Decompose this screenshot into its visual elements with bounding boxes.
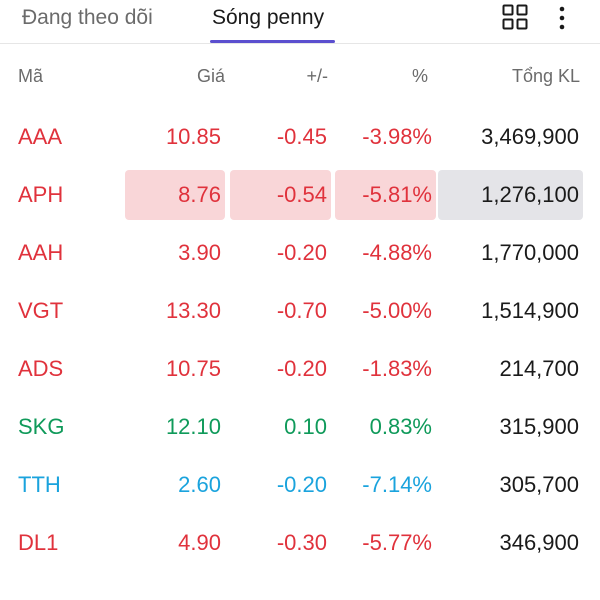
stock-price: 12.10	[165, 414, 221, 439]
table-row[interactable]: SKG 12.10 0.10 0.83% 315,900	[0, 402, 600, 460]
stock-symbol: TTH	[18, 472, 61, 497]
top-tab-bar: Đang theo dõi Sóng penny	[0, 0, 600, 44]
stock-symbol: APH	[18, 182, 64, 207]
stock-change: -0.20	[276, 356, 327, 381]
column-header-change[interactable]: +/-	[306, 66, 328, 86]
stock-symbol: SKG	[18, 414, 65, 439]
table-row[interactable]: VGT 13.30 -0.70 -5.00% 1,514,900	[0, 286, 600, 344]
stock-volume: 315,900	[499, 414, 579, 439]
stock-list: AAA 10.85 -0.45 -3.98% 3,469,900 APH 8.7…	[0, 112, 600, 576]
stock-change: -0.30	[276, 530, 327, 555]
tab-watchlist[interactable]: Đang theo dõi	[22, 6, 153, 29]
column-header-symbol[interactable]: Mã	[18, 66, 44, 86]
grid-view-icon[interactable]	[502, 4, 528, 30]
stock-volume: 3,469,900	[481, 124, 579, 149]
column-header-volume[interactable]: Tổng KL	[511, 66, 580, 86]
stock-price: 13.30	[165, 298, 221, 323]
stock-volume: 1,514,900	[481, 298, 579, 323]
stock-volume: 305,700	[499, 472, 579, 497]
table-row[interactable]: ADS 10.75 -0.20 -1.83% 214,700	[0, 344, 600, 402]
stock-price: 10.75	[165, 356, 221, 381]
table-row[interactable]: APH 8.76 -0.54 -5.81% 1,276,100	[0, 170, 600, 228]
stock-change: -0.20	[276, 240, 327, 265]
stock-price: 2.60	[178, 472, 221, 497]
stock-percent: -7.14%	[362, 472, 432, 497]
stock-price: 3.90	[178, 240, 221, 265]
stock-change: -0.20	[276, 472, 327, 497]
stock-change: 0.10	[284, 414, 327, 439]
stock-price: 8.76	[125, 170, 225, 220]
stock-symbol: VGT	[18, 298, 64, 323]
table-row[interactable]: DL1 4.90 -0.30 -5.77% 346,900	[0, 518, 600, 576]
stock-percent: -1.83%	[362, 356, 432, 381]
stock-percent: -5.81%	[335, 170, 436, 220]
stock-change: -0.70	[276, 298, 327, 323]
stock-volume: 346,900	[499, 530, 579, 555]
stock-symbol: AAA	[18, 124, 63, 149]
stock-change: -0.54	[230, 170, 331, 220]
column-header-price[interactable]: Giá	[196, 66, 225, 86]
stock-symbol: AAH	[18, 240, 64, 265]
table-row[interactable]: AAH 3.90 -0.20 -4.88% 1,770,000	[0, 228, 600, 286]
stock-change: -0.45	[276, 124, 327, 149]
column-header-percent[interactable]: %	[411, 66, 428, 86]
stock-price: 10.85	[165, 124, 221, 149]
table-row[interactable]: TTH 2.60 -0.20 -7.14% 305,700	[0, 460, 600, 518]
table-header: Mã Giá +/- % Tổng KL	[0, 62, 600, 94]
stock-percent: -3.98%	[362, 124, 432, 149]
stock-volume: 1,770,000	[481, 240, 579, 265]
more-vertical-icon[interactable]	[552, 4, 572, 32]
active-tab-indicator	[210, 40, 335, 43]
stock-symbol: ADS	[18, 356, 64, 381]
stock-symbol: DL1	[18, 530, 59, 555]
table-row[interactable]: AAA 10.85 -0.45 -3.98% 3,469,900	[0, 112, 600, 170]
stock-percent: -4.88%	[362, 240, 432, 265]
stock-percent: 0.83%	[369, 414, 432, 439]
stock-volume: 214,700	[499, 356, 579, 381]
stock-percent: -5.00%	[362, 298, 432, 323]
stock-volume: 1,276,100	[438, 170, 583, 220]
stock-price: 4.90	[178, 530, 221, 555]
stock-percent: -5.77%	[362, 530, 432, 555]
tab-penny-wave[interactable]: Sóng penny	[212, 6, 325, 29]
